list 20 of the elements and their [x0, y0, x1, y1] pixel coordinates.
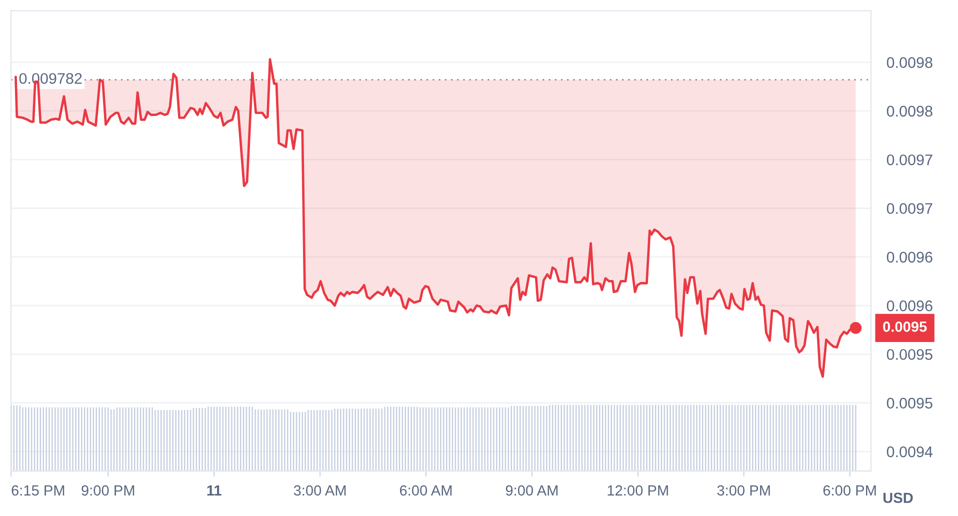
x-tick-label: 9:00 AM — [506, 485, 558, 496]
x-tick-label: 3:00 AM — [294, 485, 346, 496]
x-tick-label: 6:15 PM — [12, 485, 64, 496]
y-tick-label: 0.0095 — [886, 349, 932, 360]
y-tick-label: 0.0098 — [886, 57, 932, 68]
y-tick-label: 0.0094 — [886, 446, 933, 458]
y-tick-label: 0.0097 — [886, 154, 932, 166]
x-tick-label: 6:00 AM — [400, 485, 452, 496]
x-tick-label: 6:00 PM — [823, 485, 876, 496]
y-tick-label: 0.0097 — [886, 203, 932, 214]
x-tick-label: 12:00 PM — [608, 485, 668, 496]
y-tick-label: 0.0096 — [886, 252, 932, 263]
y-axis-title: USD — [883, 492, 913, 503]
x-tick-label: 9:00 PM — [82, 485, 134, 496]
x-tick-label: 3:00 PM — [717, 485, 770, 496]
ref-line-label: 0.009782 — [19, 73, 82, 84]
y-tick-label: 0.0095 — [886, 398, 932, 409]
y-tick-label: 0.0098 — [886, 106, 932, 117]
y-tick-label: 0.0096 — [886, 300, 932, 312]
x-tick-label: 11 — [207, 485, 222, 496]
